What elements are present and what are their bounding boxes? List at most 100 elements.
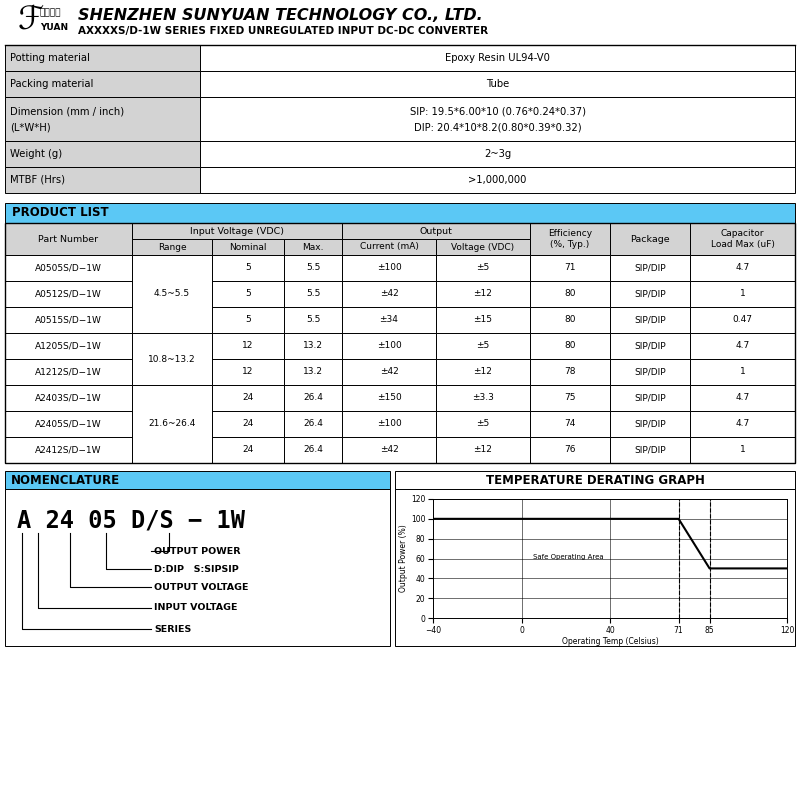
Bar	[132, 281, 212, 307]
Text: INPUT VOLTAGE: INPUT VOLTAGE	[154, 603, 238, 613]
Bar	[5, 281, 132, 307]
Bar	[690, 255, 795, 281]
Bar	[5, 437, 132, 463]
Text: Weight (g): Weight (g)	[10, 149, 62, 159]
Bar	[132, 223, 342, 239]
Text: 13.2: 13.2	[303, 342, 323, 350]
Text: MTBF (Hrs): MTBF (Hrs)	[10, 175, 65, 185]
Bar	[342, 255, 436, 281]
Text: ±5: ±5	[476, 263, 490, 273]
Text: AXXXXS/D-1W SERIES FIXED UNREGULATED INPUT DC-DC CONVERTER: AXXXXS/D-1W SERIES FIXED UNREGULATED INP…	[78, 26, 488, 36]
Text: Output: Output	[419, 226, 453, 235]
Bar	[436, 281, 530, 307]
Text: 24: 24	[242, 394, 254, 402]
Bar	[610, 437, 690, 463]
Bar	[5, 385, 132, 411]
Text: 4.7: 4.7	[735, 342, 750, 350]
Bar	[5, 223, 132, 255]
Bar	[132, 411, 212, 437]
Bar	[530, 307, 610, 333]
Bar	[212, 239, 284, 255]
Text: Input Voltage (VDC): Input Voltage (VDC)	[190, 226, 284, 235]
Bar	[200, 71, 795, 97]
Text: A0515S/D−1W: A0515S/D−1W	[35, 315, 102, 325]
Bar	[690, 307, 795, 333]
Text: Package: Package	[630, 234, 670, 243]
Text: 75: 75	[564, 394, 576, 402]
Text: ±12: ±12	[474, 367, 493, 377]
Text: A1212S/D−1W: A1212S/D−1W	[35, 367, 102, 377]
Text: D:DIP   S:SIPSIP: D:DIP S:SIPSIP	[154, 565, 239, 574]
Text: 80: 80	[564, 290, 576, 298]
Bar	[5, 141, 200, 167]
Bar	[342, 411, 436, 437]
Text: SIP/DIP: SIP/DIP	[634, 446, 666, 454]
Text: Range: Range	[158, 242, 186, 251]
Text: ±3.3: ±3.3	[472, 394, 494, 402]
Text: 顺源科技: 顺源科技	[40, 9, 62, 18]
Text: 24: 24	[242, 446, 254, 454]
Text: SIP/DIP: SIP/DIP	[634, 263, 666, 273]
Text: ±100: ±100	[377, 263, 402, 273]
Bar	[5, 45, 200, 71]
Text: A0505S/D−1W: A0505S/D−1W	[35, 263, 102, 273]
Bar	[690, 411, 795, 437]
Text: 71: 71	[564, 263, 576, 273]
Text: PRODUCT LIST: PRODUCT LIST	[12, 206, 109, 219]
Bar	[284, 239, 342, 255]
Bar	[395, 471, 795, 489]
Text: Efficiency
(%, Typ.): Efficiency (%, Typ.)	[548, 230, 592, 249]
Bar	[5, 307, 132, 333]
Bar	[436, 411, 530, 437]
Bar	[690, 385, 795, 411]
Text: ±100: ±100	[377, 342, 402, 350]
Bar	[132, 437, 212, 463]
Bar	[5, 71, 200, 97]
Bar	[284, 281, 342, 307]
Bar	[212, 411, 284, 437]
Bar	[610, 333, 690, 359]
Text: 4.5~5.5: 4.5~5.5	[154, 290, 190, 298]
Text: ±42: ±42	[380, 290, 398, 298]
Text: SERIES: SERIES	[154, 625, 191, 634]
Text: SIP/DIP: SIP/DIP	[634, 367, 666, 377]
Text: Voltage (VDC): Voltage (VDC)	[451, 242, 514, 251]
Bar	[690, 437, 795, 463]
Text: Max.: Max.	[302, 242, 324, 251]
Text: A2403S/D−1W: A2403S/D−1W	[35, 394, 102, 402]
Text: >1,000,000: >1,000,000	[468, 175, 526, 185]
Text: SIP/DIP: SIP/DIP	[634, 342, 666, 350]
Text: Packing material: Packing material	[10, 79, 94, 89]
Bar	[284, 437, 342, 463]
Text: Epoxy Resin UL94-V0: Epoxy Resin UL94-V0	[445, 53, 550, 63]
Bar	[284, 385, 342, 411]
Bar	[530, 255, 610, 281]
Text: A1205S/D−1W: A1205S/D−1W	[35, 342, 102, 350]
Bar	[530, 223, 610, 255]
Text: 10.8~13.2: 10.8~13.2	[148, 354, 196, 363]
Bar	[5, 5, 795, 47]
Bar	[436, 333, 530, 359]
Bar	[212, 359, 284, 385]
Bar	[690, 223, 795, 255]
Text: 1: 1	[740, 290, 746, 298]
Text: SIP: 19.5*6.00*10 (0.76*0.24*0.37): SIP: 19.5*6.00*10 (0.76*0.24*0.37)	[410, 106, 586, 116]
Bar	[530, 411, 610, 437]
Text: A0512S/D−1W: A0512S/D−1W	[35, 290, 102, 298]
Bar	[132, 359, 212, 385]
Text: 26.4: 26.4	[303, 419, 323, 429]
Bar	[5, 203, 795, 223]
Bar	[610, 281, 690, 307]
Bar	[610, 223, 690, 255]
Text: 5.5: 5.5	[306, 315, 320, 325]
Bar	[530, 437, 610, 463]
Bar	[610, 385, 690, 411]
Bar	[200, 97, 795, 141]
Bar	[342, 239, 436, 255]
Text: 4.7: 4.7	[735, 394, 750, 402]
Text: 1: 1	[740, 367, 746, 377]
Text: 5.5: 5.5	[306, 263, 320, 273]
Bar	[132, 385, 212, 411]
Text: ℱ: ℱ	[18, 2, 44, 35]
Text: ±15: ±15	[474, 315, 493, 325]
